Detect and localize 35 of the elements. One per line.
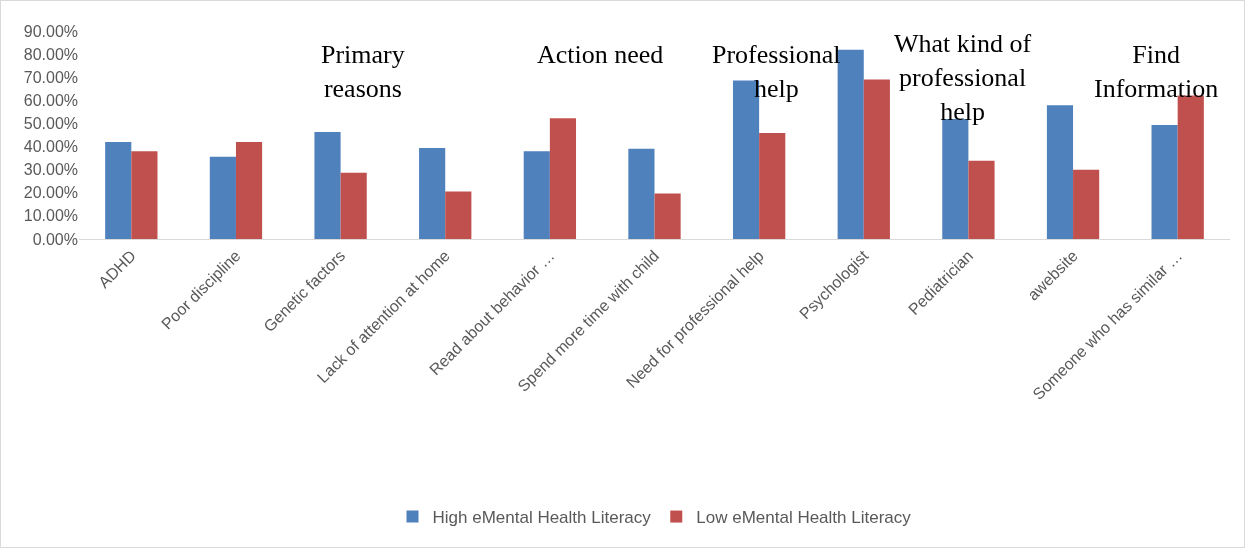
bar bbox=[1151, 125, 1178, 239]
bar bbox=[549, 118, 577, 239]
legend-label: Low eMental Health Literacy bbox=[696, 508, 912, 528]
bar bbox=[654, 193, 681, 239]
y-tick-label: 90.00% bbox=[23, 22, 78, 40]
bar bbox=[445, 191, 472, 239]
y-tick-label: 30.00% bbox=[23, 161, 78, 179]
bar bbox=[340, 172, 367, 239]
annotation: Action need bbox=[537, 40, 664, 69]
bar bbox=[209, 156, 236, 239]
bar bbox=[523, 151, 550, 239]
bar bbox=[1046, 105, 1074, 239]
bar bbox=[628, 148, 655, 239]
y-tick-label: 60.00% bbox=[23, 91, 78, 109]
bar bbox=[968, 160, 995, 239]
y-tick-label: 50.00% bbox=[23, 115, 78, 133]
annotation: What kind of professional help bbox=[894, 29, 1032, 126]
bar bbox=[235, 141, 263, 239]
annotation: Primary reasons bbox=[321, 40, 405, 103]
annotation: Find Information bbox=[1094, 40, 1219, 103]
bar bbox=[419, 147, 446, 239]
legend-label: High eMental Health Literacy bbox=[432, 508, 652, 528]
bar bbox=[863, 79, 890, 239]
y-tick-label: 40.00% bbox=[23, 138, 78, 156]
bar bbox=[105, 141, 132, 239]
bar bbox=[131, 151, 158, 239]
bar bbox=[314, 132, 341, 239]
y-tick-label: 0.00% bbox=[32, 230, 78, 248]
bar bbox=[1177, 95, 1204, 239]
bar bbox=[759, 132, 786, 239]
y-tick-label: 10.00% bbox=[23, 207, 78, 225]
y-tick-label: 20.00% bbox=[23, 184, 78, 202]
y-tick-label: 70.00% bbox=[23, 68, 78, 86]
y-tick-label: 80.00% bbox=[23, 45, 78, 63]
bar bbox=[1073, 169, 1100, 239]
